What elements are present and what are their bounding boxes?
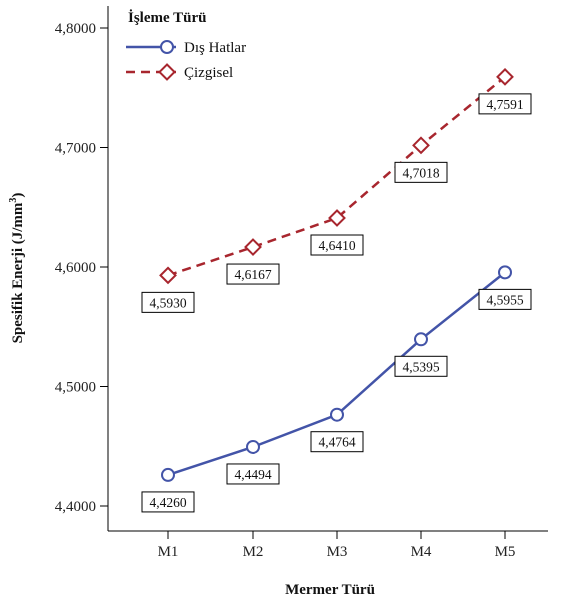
data-point (244, 238, 262, 256)
data-point (498, 265, 512, 280)
data-label-box (141, 491, 195, 513)
y-tick-label: 4,7000 (55, 141, 96, 157)
data-label: 4,6410 (310, 234, 364, 256)
legend-item: Çizgisel (126, 63, 233, 81)
x-tick-label: M3 (327, 544, 348, 560)
data-point (496, 67, 514, 86)
data-label-text: 4,4260 (149, 495, 186, 510)
x-axis: M1 M2 M3 M4 M5 (108, 530, 548, 560)
data-label-box (310, 431, 364, 453)
y-tick-label: 4,4000 (55, 499, 96, 515)
data-label-text: 4,6167 (234, 267, 271, 282)
data-label-text: 4,7018 (402, 165, 439, 180)
series-layer (159, 67, 514, 482)
y-axis-title-close: ) (10, 193, 26, 198)
legend: İşleme Türü Dış Hatlar Çizgisel (126, 9, 246, 81)
data-label-layer: 4,4260 4,4494 4,4764 4,5395 4,5955 4,5930 4,61… (141, 93, 532, 513)
data-label-text: 4,6410 (318, 238, 355, 253)
series-dis-hatlar (161, 265, 512, 482)
data-point (412, 136, 430, 155)
x-tick-label: M1 (158, 544, 179, 560)
data-point (159, 266, 177, 285)
data-label: 4,7018 (394, 161, 448, 183)
x-axis-title: Mermer Türü (285, 582, 375, 598)
data-label-box (394, 355, 448, 377)
data-label-text: 4,5395 (402, 359, 439, 374)
data-label-text: 4,5955 (486, 292, 523, 307)
data-label: 4,4764 (310, 431, 364, 453)
data-label-text: 4,4494 (234, 467, 271, 482)
legend-label: Dış Hatlar (184, 40, 246, 56)
legend-item: Dış Hatlar (126, 40, 246, 56)
data-label: 4,5930 (141, 291, 195, 313)
data-label-box (478, 288, 532, 310)
y-axis: 4,4000 4,5000 4,6000 4,7000 4,8000 (55, 6, 109, 531)
y-tick-label: 4,6000 (55, 260, 96, 276)
data-label-text: 4,7591 (486, 97, 523, 112)
data-point (414, 332, 428, 347)
legend-swatch-marker (160, 40, 174, 54)
data-label-box (226, 263, 280, 285)
data-label: 4,6167 (226, 263, 280, 285)
data-label: 4,4494 (226, 463, 280, 485)
data-label-box (310, 234, 364, 256)
data-label-box (226, 463, 280, 485)
data-point (328, 209, 346, 227)
data-point (246, 439, 260, 454)
y-tick-label: 4,5000 (55, 380, 96, 396)
data-label-box (141, 291, 195, 313)
y-axis-title-main: Spesifik Enerji (J/mm (10, 202, 26, 343)
legend-title: İşleme Türü (128, 9, 206, 26)
data-label: 4,7591 (478, 93, 532, 115)
data-label-box (478, 93, 532, 115)
y-axis-title: Spesifik Enerji (J/mm3) (8, 193, 26, 344)
y-tick-label: 4,8000 (55, 21, 96, 37)
y-axis-title-superscript: 3 (8, 198, 19, 203)
data-point (161, 467, 175, 482)
legend-label: Çizgisel (184, 65, 233, 81)
series-cizgisel (159, 67, 514, 285)
x-tick-label: M4 (411, 544, 432, 560)
x-tick-label: M2 (243, 544, 264, 560)
data-point (330, 407, 344, 422)
data-label-box (394, 161, 448, 183)
data-label: 4,4260 (141, 491, 195, 513)
data-label: 4,5955 (478, 288, 532, 310)
data-label: 4,5395 (394, 355, 448, 377)
x-tick-label: M5 (495, 544, 516, 560)
data-label-text: 4,5930 (149, 295, 186, 310)
data-label-text: 4,4764 (318, 435, 355, 450)
legend-swatch-marker (158, 63, 176, 81)
